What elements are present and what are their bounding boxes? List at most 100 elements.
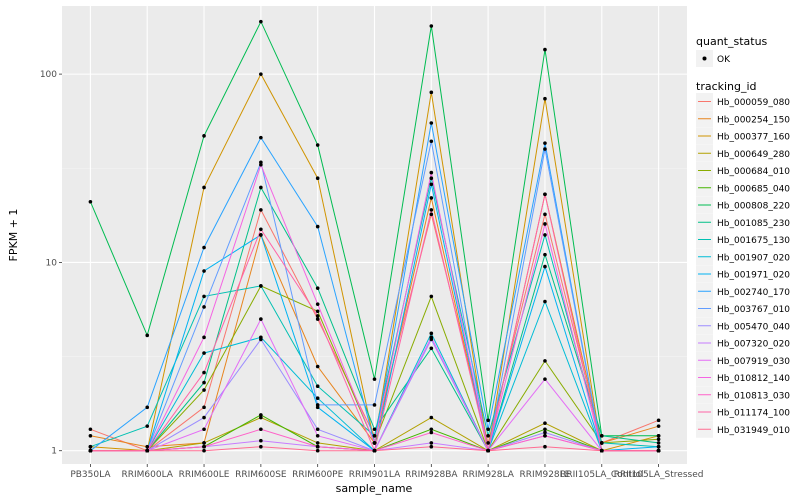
data-point	[429, 441, 434, 445]
data-point	[486, 427, 490, 432]
data-point	[429, 427, 434, 432]
legend-label: Hb_000685_040	[717, 184, 790, 194]
data-point	[486, 441, 490, 445]
legend-label: Hb_000808_220	[717, 202, 790, 212]
legend-label: Hb_000649_280	[717, 150, 790, 160]
data-point	[315, 403, 320, 407]
quant-status-legend-point	[702, 56, 707, 61]
data-point	[315, 396, 320, 401]
data-point	[543, 192, 547, 197]
data-point	[315, 314, 320, 318]
data-point	[315, 302, 320, 306]
data-point	[259, 427, 263, 432]
y-tick-label: 10	[46, 258, 58, 268]
y-axis: 1 10 100	[40, 70, 62, 457]
legend-label: Hb_001675_130	[717, 236, 790, 246]
data-point	[429, 170, 434, 175]
major-gridlines	[62, 6, 687, 464]
data-point	[429, 430, 434, 435]
data-point	[202, 269, 206, 273]
data-point	[259, 162, 263, 167]
data-point	[599, 441, 604, 445]
data-point	[315, 441, 320, 445]
data-point	[543, 96, 547, 101]
data-point	[259, 284, 263, 288]
data-point	[543, 430, 547, 435]
data-point	[259, 72, 263, 76]
data-point	[543, 47, 547, 52]
data-point	[315, 143, 320, 147]
data-point	[429, 294, 434, 299]
x-tick-label: RRIM928LA	[462, 470, 514, 480]
data-point	[145, 424, 150, 428]
data-point	[259, 19, 263, 24]
data-point	[543, 252, 547, 257]
tracking-id-legend-items: Hb_000059_080 Hb_000254_150 Hb_000377_160 H…	[696, 93, 790, 438]
data-point	[429, 331, 434, 336]
data-point	[259, 337, 263, 342]
data-point	[315, 448, 320, 453]
data-point	[429, 415, 434, 420]
data-point	[543, 444, 547, 449]
legend-label: Hb_003767_010	[717, 305, 790, 315]
x-tick-label: RRIM600PE	[292, 470, 344, 480]
data-point	[543, 434, 547, 438]
data-point	[429, 346, 434, 351]
data-point	[429, 90, 434, 95]
x-tick-label: RRIM600LE	[179, 470, 230, 480]
data-point	[259, 317, 263, 321]
x-axis-title: sample_name	[336, 482, 413, 495]
data-point	[202, 294, 206, 299]
data-point	[429, 176, 434, 181]
quant-status-legend-label: OK	[717, 55, 731, 65]
data-point	[543, 233, 547, 237]
data-point	[486, 448, 490, 453]
data-point	[259, 208, 263, 212]
data-point	[429, 182, 434, 187]
data-point	[543, 427, 547, 432]
data-point	[202, 441, 206, 445]
data-point	[486, 418, 490, 423]
data-point	[202, 415, 206, 420]
data-point	[259, 413, 263, 417]
legend-label: Hb_010812_140	[717, 374, 790, 384]
legend-label: Hb_007919_030	[717, 357, 790, 367]
data-point	[543, 212, 547, 217]
data-point	[429, 212, 434, 217]
data-point	[88, 448, 93, 453]
legend-label: Hb_010813_030	[717, 391, 790, 401]
data-point	[145, 448, 150, 453]
quant-status-legend-title: quant_status	[696, 35, 768, 48]
tracking-id-legend-title: tracking_id	[696, 80, 757, 93]
data-point	[315, 384, 320, 389]
data-point	[599, 448, 604, 453]
data-point	[372, 427, 377, 432]
data-point	[315, 427, 320, 432]
y-axis-title: FPKM + 1	[7, 209, 20, 262]
data-point	[259, 135, 263, 140]
data-point	[315, 176, 320, 181]
data-point	[259, 438, 263, 443]
data-point	[372, 441, 377, 445]
x-axis: PB350LA RRIM600LA RRIM600LE RRIM600SE RRIM60…	[70, 464, 703, 480]
data-point	[429, 335, 434, 340]
data-point	[202, 388, 206, 392]
data-point	[656, 424, 661, 428]
data-point	[259, 185, 263, 190]
data-point	[543, 222, 547, 226]
data-point	[315, 444, 320, 449]
x-tick-label: RRIM600SE	[235, 470, 287, 480]
data-point	[429, 139, 434, 144]
x-tick-label: RRII105LA_Control	[560, 470, 643, 480]
data-point	[372, 377, 377, 381]
data-point	[202, 448, 206, 453]
data-point	[656, 434, 661, 438]
x-tick-label: RRII105LA_Stressed	[614, 470, 704, 480]
y-tick-label: 1	[51, 447, 57, 457]
data-point	[372, 403, 377, 407]
legend-label: Hb_000684_010	[717, 167, 790, 177]
data-point	[543, 264, 547, 269]
data-point	[656, 444, 661, 449]
data-point	[315, 434, 320, 438]
legend-label: Hb_001085_230	[717, 219, 790, 229]
